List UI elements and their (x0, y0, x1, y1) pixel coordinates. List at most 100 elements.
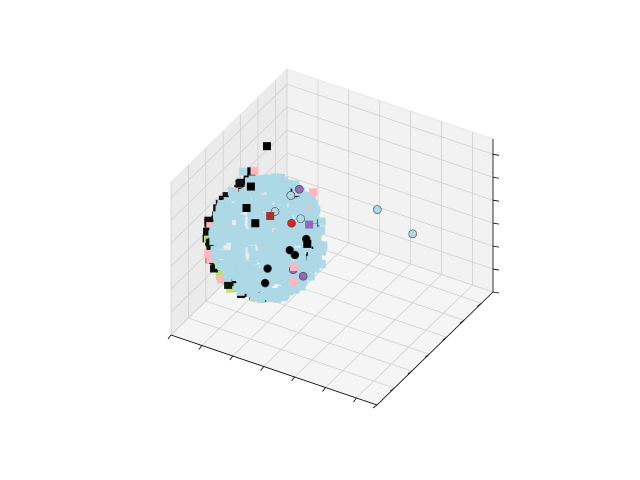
cloud-marker (271, 263, 280, 272)
cloud-marker (226, 250, 235, 259)
grid-line-y (205, 148, 412, 372)
cloud-marker (279, 203, 288, 212)
grid-line-y (187, 165, 395, 389)
cloud-marker (260, 224, 269, 233)
cloud-marker (243, 196, 252, 205)
cloud-marker (317, 217, 326, 226)
cloud-marker (309, 223, 318, 232)
cloud-marker (281, 272, 290, 281)
cloud-marker (278, 225, 287, 234)
cloud-marker (218, 251, 227, 260)
cloud-marker (318, 247, 327, 256)
cloud-marker (281, 234, 290, 243)
data-point-square (285, 287, 294, 296)
cloud-marker (247, 213, 256, 222)
cloud-marker (256, 175, 265, 184)
grid-line-x (263, 100, 381, 367)
cloud-marker (288, 230, 297, 239)
cloud-marker (249, 292, 258, 301)
x-tick (260, 366, 265, 371)
cloud-marker (259, 257, 268, 266)
cloud-marker (210, 264, 219, 273)
cloud-marker (286, 234, 295, 243)
cloud-marker (257, 236, 266, 245)
cloud-marker (258, 194, 267, 203)
axis-ticks (167, 139, 500, 409)
cloud-marker (269, 269, 278, 278)
cloud-marker (299, 191, 308, 200)
z-tick (492, 291, 500, 294)
cloud-marker (251, 275, 260, 284)
cloud-marker (246, 261, 255, 270)
cloud-marker (245, 266, 254, 275)
cloud-marker (236, 225, 245, 234)
cloud-marker (313, 244, 322, 253)
data-point-square (266, 212, 275, 220)
cloud-marker (243, 285, 252, 294)
cloud-marker (285, 256, 294, 265)
x-tick (291, 376, 295, 382)
cloud-marker (274, 195, 283, 204)
x-tick (353, 397, 357, 403)
cloud-marker (254, 293, 263, 302)
cloud-marker (221, 263, 230, 272)
cloud-marker (262, 242, 271, 251)
cloud-marker (235, 218, 244, 227)
cloud-marker (305, 209, 314, 218)
cloud-marker (276, 189, 285, 198)
data-point-square (246, 182, 255, 191)
data-point-circle (263, 264, 272, 273)
cloud-marker (272, 238, 281, 247)
cloud-marker (223, 228, 232, 237)
cloud-marker (279, 248, 288, 257)
cloud-marker (297, 282, 306, 291)
cloud-marker (267, 191, 276, 200)
cloud-marker (224, 280, 233, 289)
x-tick (322, 387, 326, 392)
grid-line-x (294, 111, 412, 378)
z-tick (492, 245, 500, 248)
cloud-marker (319, 241, 328, 250)
cloud-marker (222, 205, 231, 214)
data-point-circle (285, 245, 295, 255)
cloud-marker (304, 192, 313, 201)
cloud-marker (307, 196, 316, 205)
cloud-marker (236, 287, 245, 296)
cloud-marker (248, 175, 257, 184)
cloud-marker (225, 256, 234, 265)
cloud-marker (215, 224, 224, 233)
cloud-marker (295, 247, 304, 256)
cloud-marker (246, 188, 255, 197)
z-tick (492, 199, 500, 202)
grid-line-z (170, 129, 494, 244)
cloud-marker (262, 174, 271, 183)
cloud-marker (247, 245, 256, 254)
data-point-square (290, 263, 299, 272)
cloud-marker (206, 255, 215, 264)
cloud-marker (244, 234, 253, 243)
cloud-marker (258, 245, 267, 254)
cloud-marker (266, 184, 275, 193)
cloud-marker (227, 187, 236, 196)
cloud-marker (303, 244, 312, 253)
cloud-marker (260, 212, 269, 221)
cloud-marker (219, 220, 228, 229)
data-points (239, 142, 418, 296)
cloud-marker (300, 216, 309, 225)
cloud-marker (223, 197, 232, 206)
cloud-marker (314, 229, 323, 238)
cloud-marker (204, 216, 213, 225)
cloud-marker (209, 225, 218, 234)
cloud-marker (256, 227, 265, 236)
cloud-marker (282, 213, 291, 222)
cloud-marker (280, 282, 289, 291)
z-tick (492, 222, 500, 225)
x-tick (229, 355, 234, 361)
cloud-marker (279, 292, 288, 301)
cloud-marker (247, 201, 256, 210)
data-point-square (250, 166, 259, 175)
cloud-marker (266, 255, 275, 264)
cloud-marker (276, 271, 285, 280)
